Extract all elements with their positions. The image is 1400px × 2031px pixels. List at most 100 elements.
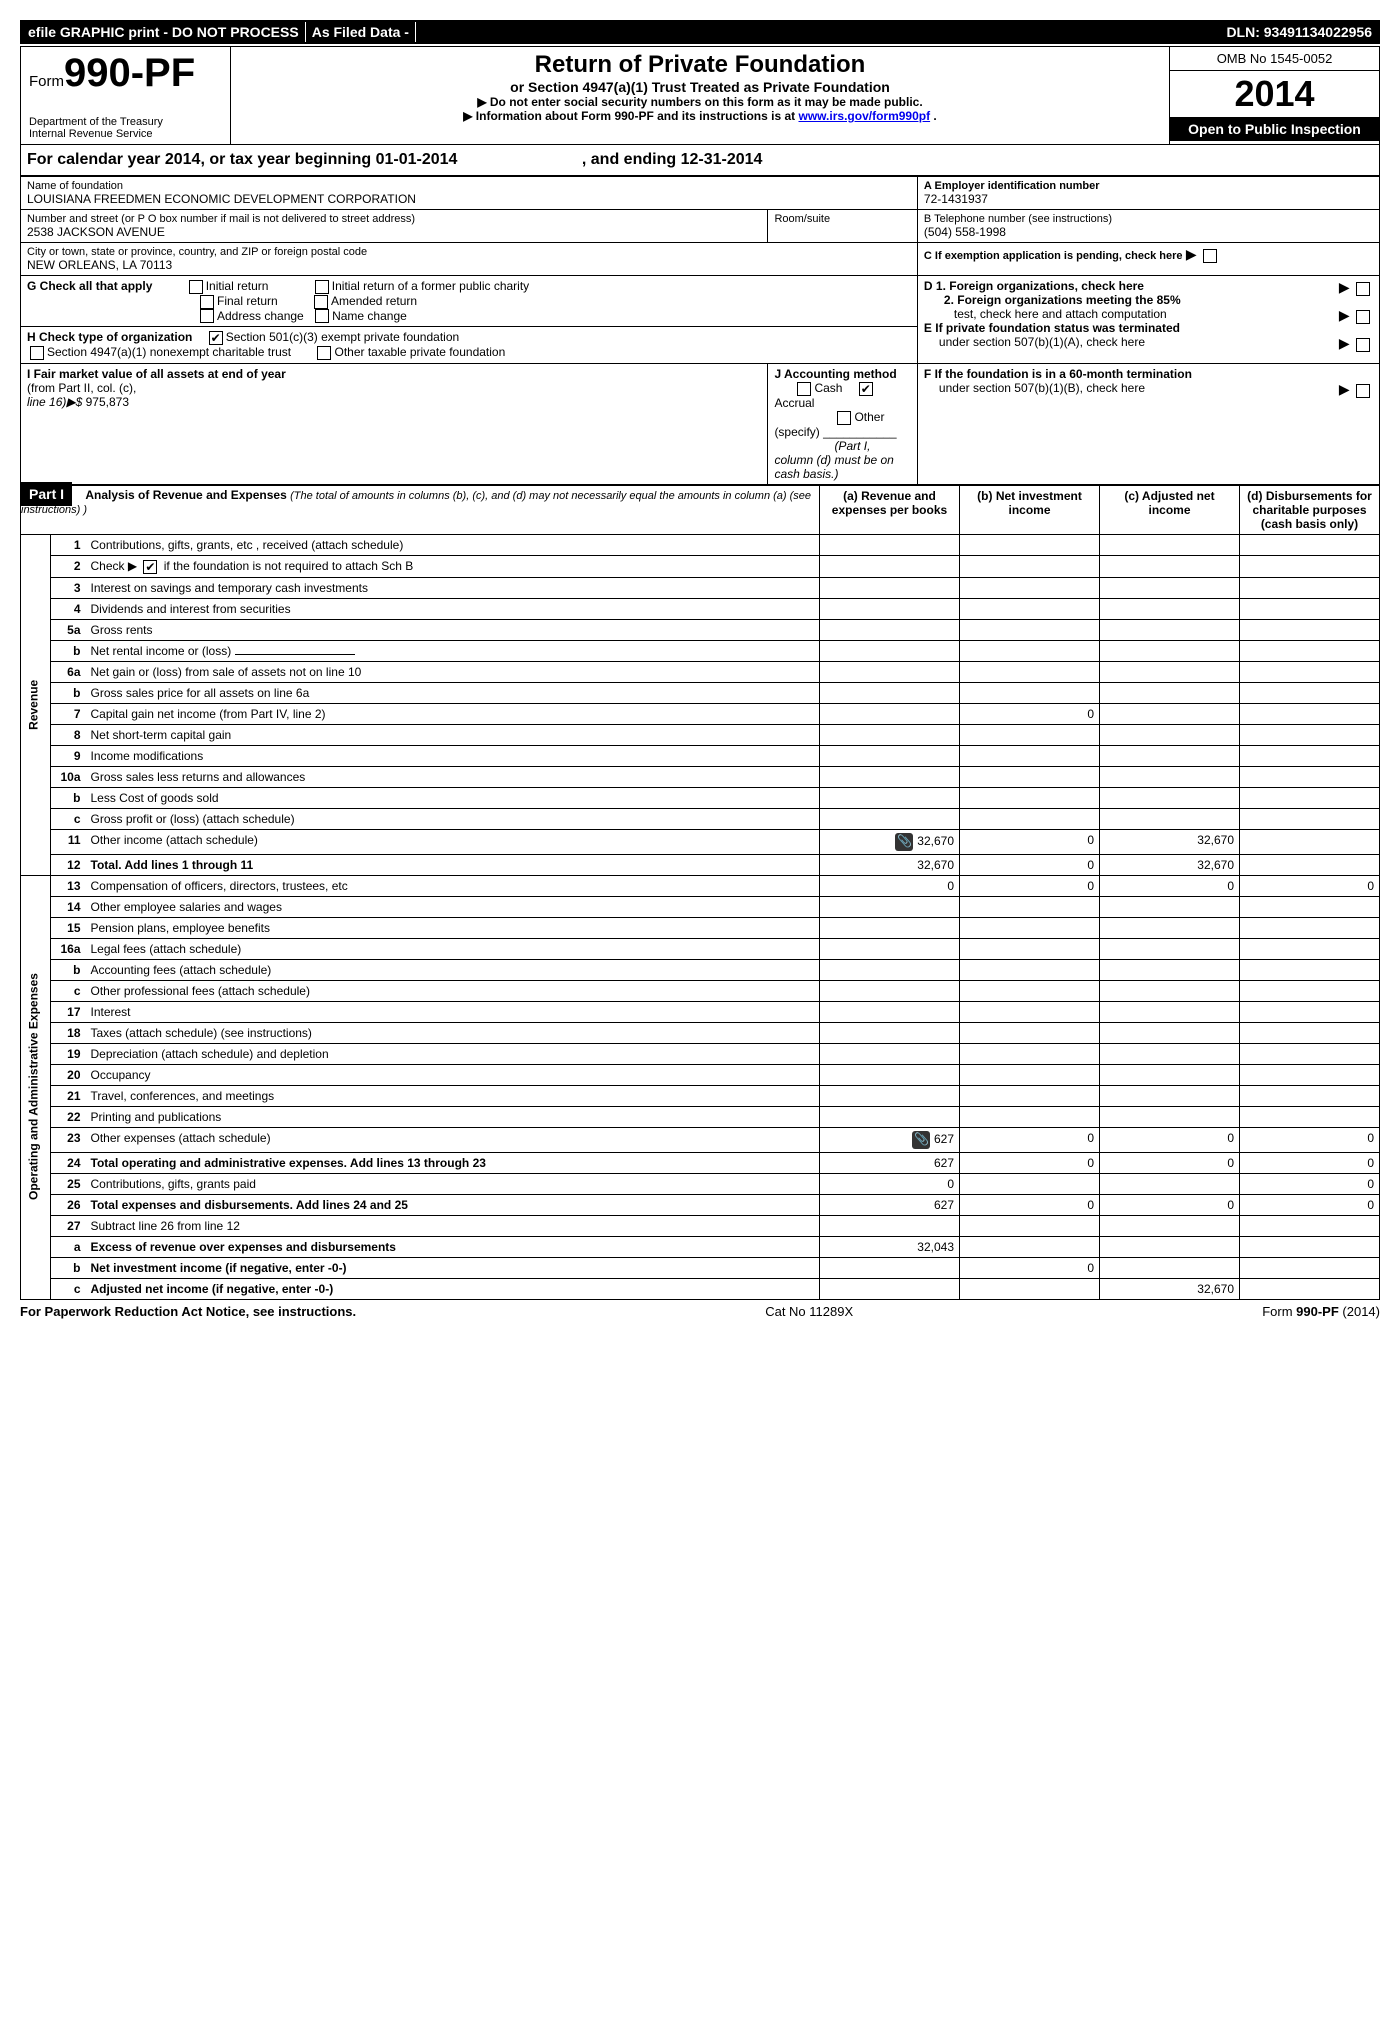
d1-checkbox[interactable] bbox=[1356, 282, 1370, 296]
row-desc: Travel, conferences, and meetings bbox=[86, 1085, 820, 1106]
row-num: 11 bbox=[51, 829, 86, 854]
cell-b bbox=[960, 555, 1100, 577]
cell-dd: 0 bbox=[1240, 1173, 1380, 1194]
row-desc: Capital gain net income (from Part IV, l… bbox=[86, 703, 820, 724]
chk-other-taxable[interactable] bbox=[317, 346, 331, 360]
cell-c: 0 bbox=[1100, 1127, 1240, 1152]
row-num: 8 bbox=[51, 724, 86, 745]
row-num: c bbox=[51, 1278, 86, 1299]
cell-dd bbox=[1240, 1085, 1380, 1106]
name-label: Name of foundation bbox=[27, 180, 911, 192]
chk-addr-change[interactable] bbox=[200, 309, 214, 323]
row-desc: Adjusted net income (if negative, enter … bbox=[86, 1278, 820, 1299]
cell-dd bbox=[1240, 1064, 1380, 1085]
cell-dd bbox=[1240, 1022, 1380, 1043]
row-num: 25 bbox=[51, 1173, 86, 1194]
row-num: 2 bbox=[51, 555, 86, 577]
cell-a bbox=[820, 1064, 960, 1085]
cell-a bbox=[820, 1215, 960, 1236]
cell-b bbox=[960, 938, 1100, 959]
cell-a: 32,670 bbox=[820, 829, 960, 854]
info-link-row: ▶ Information about Form 990-PF and its … bbox=[239, 109, 1161, 123]
d2-checkbox[interactable] bbox=[1356, 310, 1370, 324]
form-title: Return of Private Foundation bbox=[239, 51, 1161, 79]
chk-amended[interactable] bbox=[314, 295, 328, 309]
chk-name-change[interactable] bbox=[315, 309, 329, 323]
cell-dd bbox=[1240, 854, 1380, 875]
cell-b bbox=[960, 724, 1100, 745]
attachment-icon[interactable] bbox=[912, 1131, 930, 1149]
chk-accrual[interactable] bbox=[859, 382, 873, 396]
chk-initial[interactable] bbox=[189, 280, 203, 294]
cell-b: 0 bbox=[960, 854, 1100, 875]
form-header: Form990-PF Department of the Treasury In… bbox=[20, 46, 1380, 145]
top-bar: efile GRAPHIC print - DO NOT PROCESS As … bbox=[20, 20, 1380, 44]
row-num: b bbox=[51, 682, 86, 703]
cell-dd bbox=[1240, 917, 1380, 938]
cell-c: 32,670 bbox=[1100, 829, 1240, 854]
cell-dd bbox=[1240, 619, 1380, 640]
chk-other-method[interactable] bbox=[837, 411, 851, 425]
cell-a: 0 bbox=[820, 1173, 960, 1194]
schb-checkbox[interactable] bbox=[143, 560, 157, 574]
ein-value: 72-1431937 bbox=[924, 192, 1373, 206]
cell-a bbox=[820, 1278, 960, 1299]
row-num: b bbox=[51, 1257, 86, 1278]
cell-a bbox=[820, 980, 960, 1001]
cell-b bbox=[960, 1173, 1100, 1194]
e-checkbox[interactable] bbox=[1356, 338, 1370, 352]
row-num: 23 bbox=[51, 1127, 86, 1152]
row-num: 3 bbox=[51, 577, 86, 598]
cell-c bbox=[1100, 766, 1240, 787]
row-desc: Compensation of officers, directors, tru… bbox=[86, 875, 820, 896]
attachment-icon[interactable] bbox=[895, 833, 913, 851]
cell-c bbox=[1100, 703, 1240, 724]
cell-dd bbox=[1240, 661, 1380, 682]
chk-cash[interactable] bbox=[797, 382, 811, 396]
tax-year: 2014 bbox=[1170, 71, 1379, 117]
f-checkbox[interactable] bbox=[1356, 384, 1370, 398]
cell-a bbox=[820, 598, 960, 619]
city-label: City or town, state or province, country… bbox=[27, 246, 911, 258]
cell-b bbox=[960, 766, 1100, 787]
row-desc: Gross profit or (loss) (attach schedule) bbox=[86, 808, 820, 829]
row-desc: Accounting fees (attach schedule) bbox=[86, 959, 820, 980]
room-label: Room/suite bbox=[774, 213, 910, 225]
cell-c bbox=[1100, 724, 1240, 745]
cell-b bbox=[960, 959, 1100, 980]
cell-dd bbox=[1240, 1001, 1380, 1022]
tel-value: (504) 558-1998 bbox=[924, 225, 1373, 239]
calendar-year-row: For calendar year 2014, or tax year begi… bbox=[20, 145, 1380, 176]
irs-link[interactable]: www.irs.gov/form990pf bbox=[799, 109, 931, 123]
cell-a: 32,670 bbox=[820, 854, 960, 875]
cell-a: 627 bbox=[820, 1194, 960, 1215]
cell-b: 0 bbox=[960, 875, 1100, 896]
row-num: 17 bbox=[51, 1001, 86, 1022]
foundation-name: LOUISIANA FREEDMEN ECONOMIC DEVELOPMENT … bbox=[27, 192, 911, 206]
cell-dd: 0 bbox=[1240, 875, 1380, 896]
row-num: c bbox=[51, 980, 86, 1001]
cell-c bbox=[1100, 959, 1240, 980]
chk-final[interactable] bbox=[200, 295, 214, 309]
ssn-warning: ▶ Do not enter social security numbers o… bbox=[239, 95, 1161, 109]
cell-c bbox=[1100, 1106, 1240, 1127]
cell-dd bbox=[1240, 745, 1380, 766]
row-desc: Interest on savings and temporary cash i… bbox=[86, 577, 820, 598]
cell-a bbox=[820, 959, 960, 980]
form-subtitle: or Section 4947(a)(1) Trust Treated as P… bbox=[239, 79, 1161, 95]
chk-501c3[interactable] bbox=[209, 331, 223, 345]
cell-dd bbox=[1240, 938, 1380, 959]
chk-initial-former[interactable] bbox=[315, 280, 329, 294]
cell-a bbox=[820, 787, 960, 808]
cell-b bbox=[960, 1064, 1100, 1085]
c-checkbox[interactable] bbox=[1203, 249, 1217, 263]
cell-a: 627 bbox=[820, 1127, 960, 1152]
cell-dd bbox=[1240, 980, 1380, 1001]
col-a-header: (a) Revenue and expenses per books bbox=[820, 485, 960, 534]
cell-a bbox=[820, 703, 960, 724]
cell-c: 32,670 bbox=[1100, 1278, 1240, 1299]
col-c-header: (c) Adjusted net income bbox=[1100, 485, 1240, 534]
chk-4947[interactable] bbox=[30, 346, 44, 360]
form-ref: Form 990-PF (2014) bbox=[1262, 1304, 1380, 1319]
row-desc: Gross sales price for all assets on line… bbox=[86, 682, 820, 703]
